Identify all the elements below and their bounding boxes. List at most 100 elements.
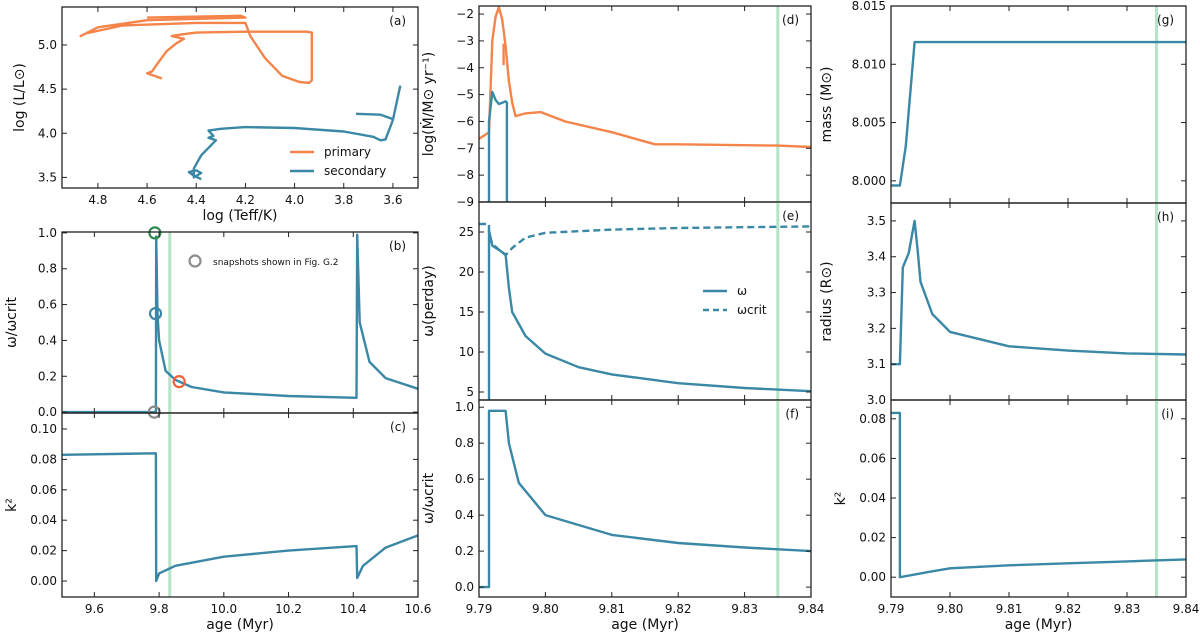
panel-label: (f) — [785, 407, 799, 421]
y-tick-label: 0.2 — [38, 369, 57, 383]
y-tick-label: 4.5 — [38, 82, 57, 96]
panel-g: 8.000 8.005 8.010 8.015 mass (M⊙) (g) — [819, 0, 1187, 204]
x-axis-label: log (Teff/K) — [202, 208, 277, 224]
panel-c: 9.6 9.8 10.0 10.2 10.4 10.6 0.00 0.02 0.04 0.06 0.… — [4, 412, 432, 633]
panel-label: (b) — [389, 239, 406, 253]
panel-label: (e) — [782, 209, 799, 223]
panel-label: (c) — [390, 420, 406, 434]
panel-d: −9 −8 −7 −6 −5 −4 −3 −2 log(Ṁ/M⊙ yr⁻¹) (d) — [419, 5, 812, 209]
y-tick-label: 0.8 — [455, 436, 474, 450]
plot-area — [891, 400, 1186, 597]
y-tick-label: 0.06 — [859, 451, 886, 465]
y-tick-label: 5 — [466, 385, 474, 399]
x-axis-label: age (Myr) — [611, 617, 679, 633]
y-tick-label: −7 — [456, 141, 474, 155]
x-tick-label: 9.83 — [1114, 602, 1141, 616]
y-tick-label: 0.02 — [859, 531, 886, 545]
series-line-secondary — [355, 112, 394, 121]
y-tick-label: 25 — [459, 225, 474, 239]
y-tick-label: 0.0 — [38, 405, 57, 419]
series-line-secondary — [62, 233, 418, 413]
y-axis-label: mass (M⊙) — [819, 67, 835, 143]
y-tick-label: 0.04 — [30, 513, 57, 527]
x-tick-label: 4.4 — [187, 193, 206, 207]
axes-frame — [61, 412, 419, 598]
y-tick-label: 8.010 — [852, 57, 886, 71]
legend-marker-icon — [188, 254, 202, 268]
y-tick-label: 0.00 — [859, 570, 886, 584]
legend-label: ω — [737, 284, 747, 298]
series-line-secondary — [479, 409, 811, 589]
series-line-secondary — [891, 40, 1186, 187]
x-tick-label: 10.0 — [210, 602, 237, 616]
x-tick-label: 10.6 — [405, 602, 432, 616]
series-line-primary — [79, 14, 313, 85]
y-tick-label: 3.0 — [867, 393, 886, 407]
x-tick-label: 4.8 — [88, 193, 107, 207]
x-tick-label: 9.81 — [996, 602, 1023, 616]
y-tick-label: 4.0 — [38, 126, 57, 140]
plot-area — [479, 202, 811, 400]
y-tick-label: 0.02 — [30, 544, 57, 558]
panel-i: 9.79 9.80 9.81 9.82 9.83 9.84 0.00 0.02 0.04 0.06… — [833, 399, 1200, 633]
y-axis-label: k² — [4, 498, 20, 512]
legend-label: snapshots shown in Fig. G.2 — [213, 258, 339, 268]
panel-label: (h) — [1157, 210, 1174, 224]
x-tick-label: 9.80 — [937, 602, 964, 616]
x-tick-label: 4.2 — [236, 193, 255, 207]
panel-e: 5 10 15 20 25 ω(perday) (e) ω ωcrit — [421, 201, 812, 401]
axes-frame — [890, 202, 1187, 401]
y-tick-label: 0.04 — [859, 491, 886, 505]
y-tick-label: −2 — [456, 7, 474, 21]
y-tick-label: −8 — [456, 168, 474, 182]
x-tick-label: 9.6 — [85, 602, 104, 616]
y-axis-label: ω/ωcrit — [4, 296, 20, 348]
y-tick-label: 20 — [459, 265, 474, 279]
y-tick-label: 0.6 — [38, 298, 57, 312]
y-tick-label: 0.08 — [30, 452, 57, 466]
axes-frame — [478, 5, 812, 203]
plot-area — [62, 232, 418, 413]
y-tick-label: 8.005 — [852, 116, 886, 130]
y-tick-label: 3.1 — [867, 357, 886, 371]
x-axis-label: age (Myr) — [1005, 617, 1073, 633]
series-line-secondary — [487, 90, 509, 202]
y-tick-label: 3.2 — [867, 321, 886, 335]
y-tick-label: 8.000 — [852, 174, 886, 188]
axes-frame — [61, 6, 419, 189]
x-axis-label: age (Myr) — [206, 617, 274, 633]
y-tick-label: −4 — [456, 61, 474, 75]
series-line-ωcrit — [479, 222, 811, 257]
y-tick-label: 1.0 — [455, 400, 474, 414]
axes-frame — [890, 399, 1187, 598]
snapshot-marker — [148, 226, 162, 240]
y-tick-label: 0.06 — [30, 483, 57, 497]
y-tick-label: 10 — [459, 345, 474, 359]
y-axis-label: log(Ṁ/M⊙ yr⁻¹) — [419, 52, 437, 156]
panel-f: 9.79 9.80 9.81 9.82 9.83 9.84 0.0 0.2 0.4 0.6 0.8 1… — [421, 399, 824, 633]
panel-h: 3.0 3.1 3.2 3.3 3.4 3.5 radius (R⊙) (h) — [819, 202, 1187, 407]
y-axis-label: ω/ωcrit — [421, 472, 437, 524]
x-tick-label: 4.0 — [285, 193, 304, 207]
plot-area — [479, 400, 811, 597]
axes-frame — [478, 399, 812, 598]
y-tick-label: 5.0 — [38, 38, 57, 52]
y-tick-label: 0.08 — [859, 412, 886, 426]
x-tick-label: 9.82 — [665, 602, 692, 616]
y-tick-label: −3 — [456, 34, 474, 48]
x-tick-label: 9.79 — [466, 602, 493, 616]
y-axis-label: log (L/L⊙) — [12, 63, 28, 132]
y-axis-label: k² — [833, 492, 849, 506]
series-line-secondary — [891, 411, 1186, 579]
legend-label: primary — [324, 145, 371, 159]
x-tick-label: 9.80 — [532, 602, 559, 616]
x-tick-label: 9.84 — [1173, 602, 1200, 616]
y-tick-label: 0.4 — [455, 508, 474, 522]
y-tick-label: 0.10 — [30, 422, 57, 436]
y-axis-label: radius (R⊙) — [819, 261, 835, 341]
x-tick-label: 10.4 — [340, 602, 367, 616]
y-tick-label: 8.015 — [852, 0, 886, 13]
series-line-primary — [479, 6, 811, 149]
y-tick-label: −6 — [456, 114, 474, 128]
